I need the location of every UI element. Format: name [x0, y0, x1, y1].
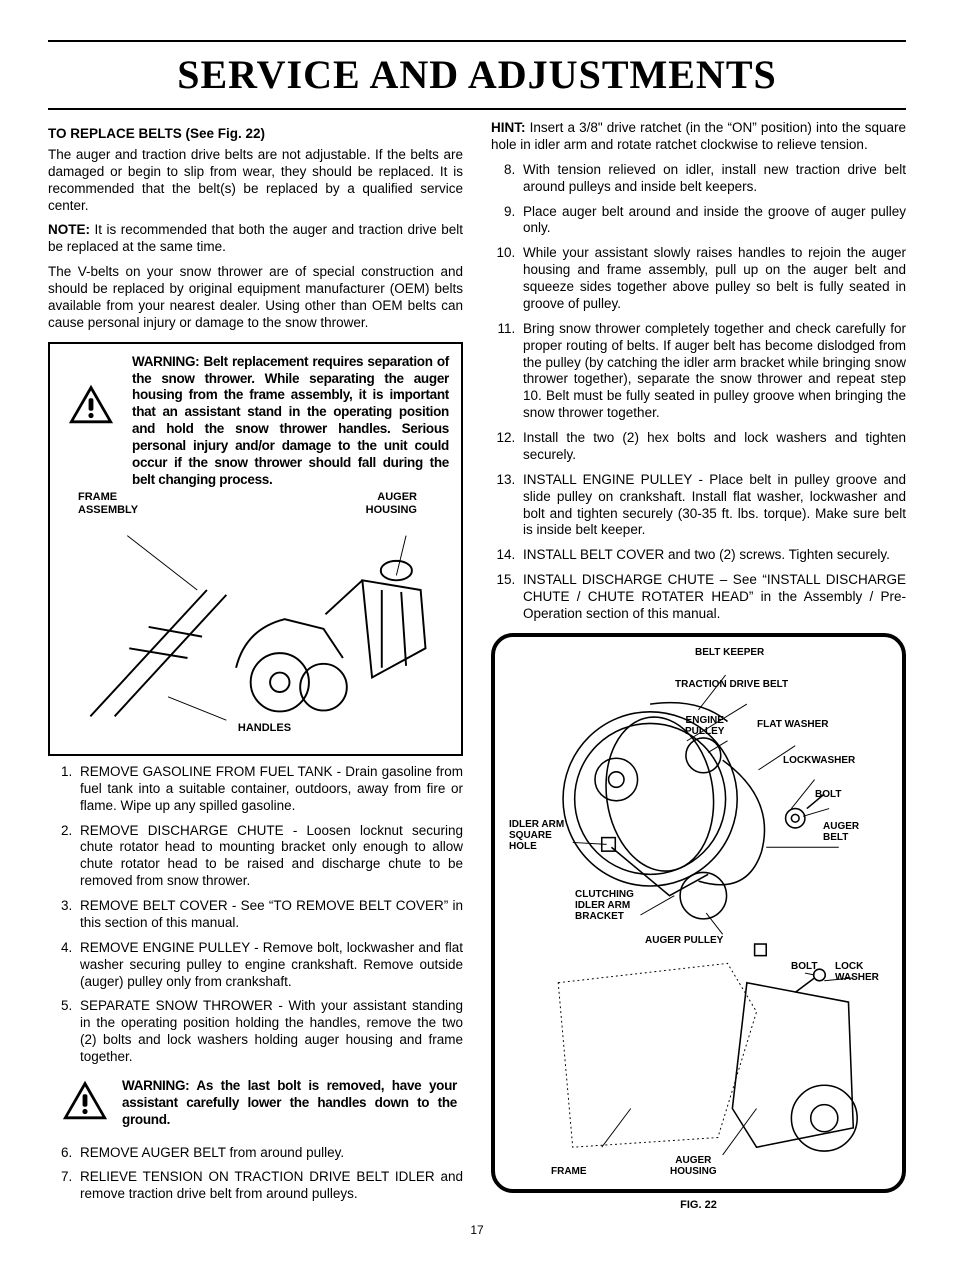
figure-22: BELT KEEPER TRACTION DRIVE BELT ENGINE P… [491, 633, 906, 1193]
step-12: Install the two (2) hex bolts and lock w… [519, 430, 906, 464]
two-column-layout: TO REPLACE BELTS (See Fig. 22) The auger… [48, 120, 906, 1213]
page-number: 17 [48, 1223, 906, 1238]
steps-list-b: REMOVE AUGER BELT from around pulley. RE… [48, 1145, 463, 1204]
step-7: RELIEVE TENSION ON TRACTION DRIVE BELT I… [76, 1169, 463, 1203]
label-frame-assembly: FRAME ASSEMBLY [78, 491, 138, 519]
step-14: INSTALL BELT COVER and two (2) screws. T… [519, 547, 906, 564]
lbl-lockwasher: LOCKWASHER [783, 755, 855, 766]
note-text: It is recommended that both the auger an… [48, 222, 463, 254]
lbl-auger-belt: AUGER BELT [823, 821, 859, 843]
step-5: SEPARATE SNOW THROWER - With your assist… [76, 998, 463, 1066]
label-handles: HANDLES [62, 722, 449, 744]
rule-bottom [48, 108, 906, 110]
step-15: INSTALL DISCHARGE CHUTE – See “INSTALL D… [519, 572, 906, 623]
step-13: INSTALL ENGINE PULLEY - Place belt in pu… [519, 472, 906, 540]
lbl-auger-pulley: AUGER PULLEY [645, 935, 723, 946]
lbl-flat-washer: FLAT WASHER [757, 719, 828, 730]
figure-labels-row: FRAME ASSEMBLY AUGER HOUSING [62, 489, 449, 519]
left-column: TO REPLACE BELTS (See Fig. 22) The auger… [48, 120, 463, 1213]
snow-thrower-figure [62, 518, 449, 728]
step-3: REMOVE BELT COVER - See “TO REMOVE BELT … [76, 898, 463, 932]
note-lead: NOTE: [48, 222, 90, 237]
intro-paragraph: The auger and traction drive belts are n… [48, 147, 463, 215]
lbl-clutching: CLUTCHING IDLER ARM BRACKET [575, 889, 634, 922]
step-2: REMOVE DISCHARGE CHUTE - Loosen locknut … [76, 823, 463, 891]
step-1: REMOVE GASOLINE FROM FUEL TANK - Drain g… [76, 764, 463, 815]
step-8: With tension relieved on idler, install … [519, 162, 906, 196]
steps-list-a: REMOVE GASOLINE FROM FUEL TANK - Drain g… [48, 764, 463, 1066]
right-column: HINT: Insert a 3/8" drive ratchet (in th… [491, 120, 906, 1213]
lbl-auger-housing: AUGER HOUSING [670, 1155, 717, 1177]
warning-triangle-icon [62, 354, 120, 426]
lbl-belt-keeper: BELT KEEPER [695, 647, 764, 658]
warning-text-1: WARNING: Belt replacement requires separ… [132, 354, 449, 489]
lbl-frame: FRAME [551, 1166, 587, 1177]
label-auger-housing: AUGER HOUSING [366, 491, 417, 519]
warning-row: WARNING: Belt replacement requires separ… [62, 354, 449, 489]
lbl-bolt-bot: BOLT [791, 961, 817, 972]
vbelts-paragraph: The V-belts on your snow thrower are of … [48, 264, 463, 332]
warning-text-2: WARNING: As the last bolt is removed, ha… [122, 1078, 457, 1129]
lbl-engine-pulley: ENGINE PULLEY [685, 715, 724, 737]
step-11: Bring snow thrower completely together a… [519, 321, 906, 422]
section-heading: TO REPLACE BELTS (See Fig. 22) [48, 126, 463, 143]
step-9: Place auger belt around and inside the g… [519, 204, 906, 238]
lbl-bolt-top: BOLT [815, 789, 841, 800]
warning-box-1: WARNING: Belt replacement requires separ… [48, 342, 463, 756]
rule-top [48, 40, 906, 42]
page-title: SERVICE AND ADJUSTMENTS [48, 48, 906, 104]
warning-triangle-icon [60, 1078, 110, 1122]
step-10: While your assistant slowly raises handl… [519, 245, 906, 313]
fig22-caption: FIG. 22 [491, 1199, 906, 1213]
steps-list-c: With tension relieved on idler, install … [491, 162, 906, 623]
lbl-traction-belt: TRACTION DRIVE BELT [675, 679, 788, 690]
hint-paragraph: HINT: Insert a 3/8" drive ratchet (in th… [491, 120, 906, 154]
hint-text: Insert a 3/8" drive ratchet (in the “ON”… [491, 120, 906, 152]
step-4: REMOVE ENGINE PULLEY - Remove bolt, lock… [76, 940, 463, 991]
hint-lead: HINT: [491, 120, 526, 135]
lbl-lock-washer: LOCK WASHER [835, 961, 879, 983]
warning-row-2: WARNING: As the last bolt is removed, ha… [48, 1074, 463, 1139]
step-6: REMOVE AUGER BELT from around pulley. [76, 1145, 463, 1162]
note-paragraph: NOTE: It is recommended that both the au… [48, 222, 463, 256]
lbl-idler-hole: IDLER ARM SQUARE HOLE [509, 819, 564, 852]
